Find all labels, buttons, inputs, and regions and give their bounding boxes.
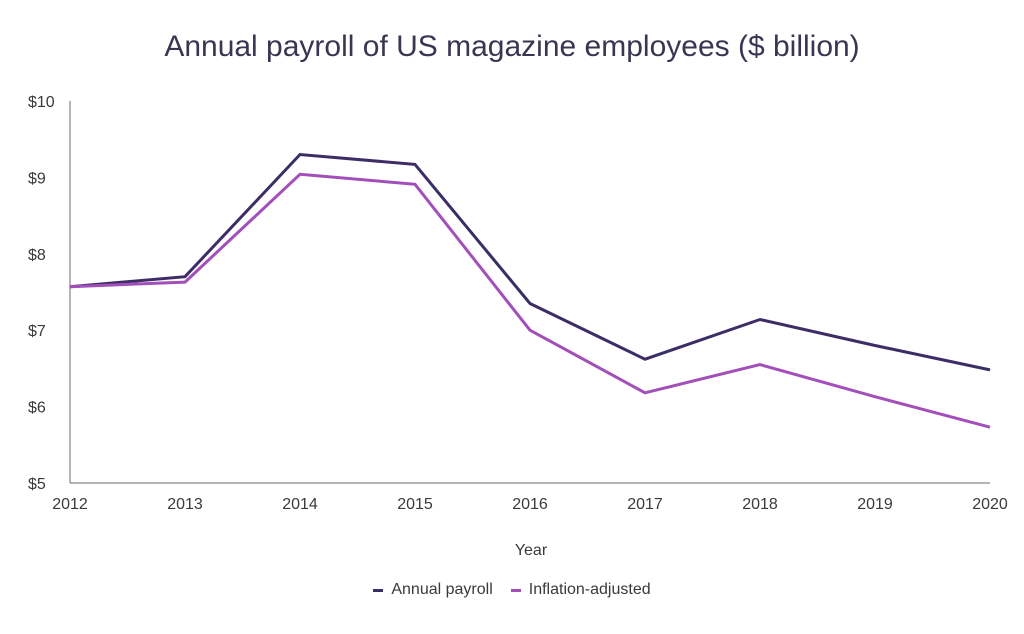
legend-item: Inflation-adjusted <box>510 581 651 599</box>
x-tick-label: 2018 <box>742 496 778 513</box>
x-tick-label: 2013 <box>167 496 203 513</box>
y-tick-label: $10 <box>28 94 55 111</box>
axes <box>69 101 990 484</box>
y-tick-label: $7 <box>28 323 46 340</box>
chart-title: Annual payroll of US magazine employees … <box>164 30 860 63</box>
series-lines <box>69 152 991 429</box>
y-tick-label: $8 <box>28 247 46 264</box>
x-axis-title: Year <box>515 542 548 559</box>
y-tick-label: $6 <box>28 400 46 417</box>
x-tick-label: 2016 <box>512 496 548 513</box>
legend-label: Inflation-adjusted <box>528 581 651 598</box>
series-line-0 <box>69 152 991 372</box>
x-axis-ticks: 2012 2013 2014 2015 2016 2017 2018 2019 2020 <box>52 496 1008 513</box>
y-tick-label: $9 <box>28 170 46 187</box>
legend-label: Annual payroll <box>391 581 493 598</box>
x-tick-label: 2015 <box>397 496 433 513</box>
x-tick-label: 2019 <box>857 496 893 513</box>
legend-item: Annual payroll <box>373 581 493 599</box>
x-tick-label: 2020 <box>972 496 1008 513</box>
y-tick-label: $5 <box>28 476 46 493</box>
y-axis-ticks: $5 $6 $7 $8 $9 $10 <box>28 94 55 493</box>
legend-swatch <box>373 588 384 592</box>
x-tick-label: 2017 <box>627 496 663 513</box>
series-line-1 <box>69 172 991 429</box>
x-tick-label: 2014 <box>282 496 318 513</box>
x-tick-label: 2012 <box>52 496 88 513</box>
legend-swatch <box>510 588 521 592</box>
legend: Annual payroll Inflation-adjusted <box>0 581 1024 599</box>
